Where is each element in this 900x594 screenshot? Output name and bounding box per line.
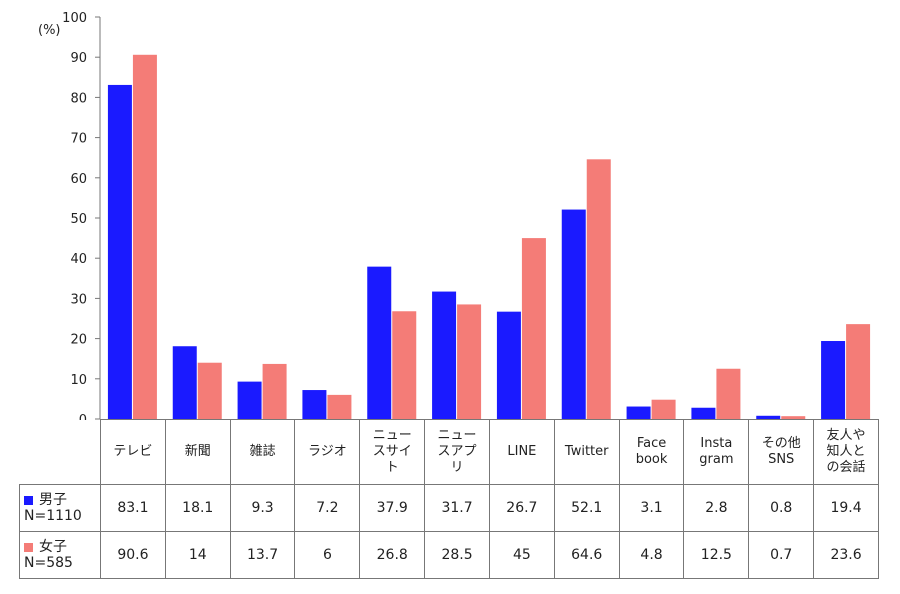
category-label-9: Insta gram xyxy=(683,419,750,485)
series-n-girls: N=585 xyxy=(24,555,73,571)
bar-girls-0 xyxy=(132,54,157,420)
bar-girls-8 xyxy=(651,399,676,419)
bar-boys-5 xyxy=(432,291,457,419)
table-row-boys: 男子 N=1110 83.1 18.1 9.3 7.2 37.9 31.7 26.7 52.1… xyxy=(19,484,879,532)
table-cell-boys-5: 31.7 xyxy=(424,484,490,532)
category-label-6: LINE xyxy=(488,419,555,485)
bar-boys-0 xyxy=(107,84,132,420)
table-cell-boys-10: 0.8 xyxy=(748,484,815,532)
bar-girls-2 xyxy=(262,363,287,419)
table-cell-girls-1: 14 xyxy=(164,531,231,579)
bar-girls-7 xyxy=(586,159,611,420)
table-cell-girls-9: 12.5 xyxy=(683,531,750,579)
table-cell-boys-11: 19.4 xyxy=(813,484,879,532)
category-label-5: ニュー スアプ リ xyxy=(424,419,490,485)
table-cell-boys-1: 18.1 xyxy=(164,484,231,532)
series-n-boys: N=1110 xyxy=(24,508,82,524)
table-cell-boys-3: 7.2 xyxy=(294,484,361,532)
category-header-row: テレビ 新聞 雑誌 ラジオ ニュー スサイ トニュー スアプ リ LINE Twitter F… xyxy=(19,419,879,485)
bar-boys-7 xyxy=(561,209,586,419)
series-name-boys: 男子 xyxy=(39,492,67,508)
bar-girls-9 xyxy=(716,368,741,419)
table-cell-boys-4: 37.9 xyxy=(359,484,426,532)
legend-swatch-girls xyxy=(24,542,33,552)
y-tick-label-100: 100 xyxy=(62,11,87,26)
category-label-1: 新聞 xyxy=(164,419,231,485)
table-cell-boys-7: 52.1 xyxy=(553,484,620,532)
y-tick-label-90: 90 xyxy=(70,51,87,66)
table-corner xyxy=(19,419,101,485)
table-cell-boys-8: 3.1 xyxy=(618,484,685,532)
table-cell-girls-0: 90.6 xyxy=(100,531,166,579)
table-cell-boys-2: 9.3 xyxy=(229,484,296,532)
series-name-girls: 女子 xyxy=(39,539,67,555)
y-tick-label-10: 10 xyxy=(70,373,87,388)
y-tick-label-60: 60 xyxy=(70,172,87,187)
bar-boys-4 xyxy=(367,266,392,419)
bar-boys-3 xyxy=(302,390,327,419)
y-tick-label-20: 20 xyxy=(70,333,87,348)
category-label-0: テレビ xyxy=(100,419,166,485)
bar-boys-1 xyxy=(172,346,197,419)
y-tick-label-80: 80 xyxy=(70,91,87,106)
category-label-4: ニュー スサイ ト xyxy=(359,419,426,485)
bar-boys-9 xyxy=(691,407,716,419)
category-label-11: 友人や 知人と の会話 xyxy=(813,419,879,485)
category-label-2: 雑誌 xyxy=(229,419,296,485)
table-cell-girls-5: 28.5 xyxy=(424,531,490,579)
y-tick-label-40: 40 xyxy=(70,252,87,267)
category-label-7: Twitter xyxy=(553,419,620,485)
table-cell-boys-6: 26.7 xyxy=(488,484,555,532)
bar-girls-11 xyxy=(846,324,871,419)
series-label-girls: 女子 N=585 xyxy=(19,531,101,579)
bar-boys-11 xyxy=(821,341,846,419)
y-tick-label-0: 0 xyxy=(79,413,87,420)
table-cell-girls-11: 23.6 xyxy=(813,531,879,579)
data-table: テレビ 新聞 雑誌 ラジオ ニュー スサイ トニュー スアプ リ LINE Twitter F… xyxy=(19,419,879,579)
category-label-3: ラジオ xyxy=(294,419,361,485)
y-tick-label-70: 70 xyxy=(70,132,87,147)
table-cell-boys-0: 83.1 xyxy=(100,484,166,532)
table-cell-boys-9: 2.8 xyxy=(683,484,750,532)
y-tick-label-30: 30 xyxy=(70,292,87,307)
category-label-8: Face book xyxy=(618,419,685,485)
category-label-10: その他 SNS xyxy=(748,419,815,485)
legend-swatch-boys xyxy=(24,495,33,505)
table-cell-girls-6: 45 xyxy=(488,531,555,579)
bar-girls-1 xyxy=(197,362,222,419)
bar-girls-6 xyxy=(521,238,546,419)
bar-boys-2 xyxy=(237,381,262,419)
table-cell-girls-7: 64.6 xyxy=(553,531,620,579)
table-cell-girls-2: 13.7 xyxy=(229,531,296,579)
table-cell-girls-3: 6 xyxy=(294,531,361,579)
bar-boys-6 xyxy=(496,311,521,419)
bar-girls-10 xyxy=(781,416,806,419)
bar-chart: 0 10 20 30 40 50 60 70 80 90 100 xyxy=(62,11,871,420)
table-cell-girls-4: 26.8 xyxy=(359,531,426,579)
table-cell-girls-8: 4.8 xyxy=(618,531,685,579)
series-label-boys: 男子 N=1110 xyxy=(19,484,101,532)
bar-girls-5 xyxy=(457,304,482,419)
y-axis-unit-label: (%) xyxy=(38,23,61,38)
bar-girls-4 xyxy=(392,311,417,419)
bar-boys-8 xyxy=(626,406,651,419)
y-tick-label-50: 50 xyxy=(70,212,87,227)
bar-girls-3 xyxy=(327,394,352,419)
bar-boys-10 xyxy=(756,415,781,419)
table-row-girls: 女子 N=585 90.6 14 13.7 6 26.8 28.5 45 64.6 4.8 12.… xyxy=(19,531,879,579)
table-cell-girls-10: 0.7 xyxy=(748,531,815,579)
